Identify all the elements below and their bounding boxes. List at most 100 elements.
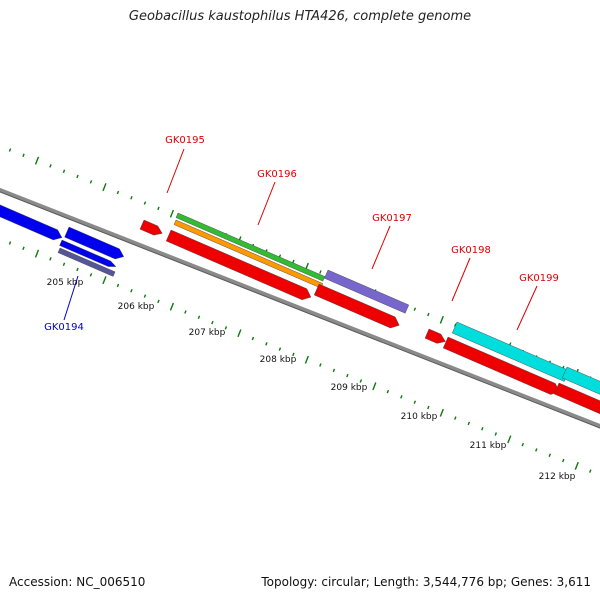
tick-mark-lower xyxy=(157,299,160,304)
tick-mark-lower xyxy=(184,310,187,314)
feature-green-gk0196-group xyxy=(175,212,326,282)
tick-mark-upper xyxy=(319,270,322,274)
feature-cyan-gk0199 xyxy=(451,321,570,382)
tick-mark-upper xyxy=(62,169,66,173)
tick-mark-lower xyxy=(8,241,12,245)
feature-green-gk0196 xyxy=(175,212,326,282)
tick-mark-upper xyxy=(143,201,147,205)
genome-title: Geobacillus kaustophilus HTA426, complet… xyxy=(128,9,472,24)
tick-mark-lower xyxy=(197,315,201,320)
gene-arrow-gk0196 xyxy=(165,229,312,301)
tick-mark-lower xyxy=(332,368,336,373)
feature-purple-gk0197 xyxy=(324,269,410,314)
tick-mark-lower xyxy=(372,382,377,391)
tick-mark-upper xyxy=(169,209,175,218)
tick-mark-upper xyxy=(292,259,295,264)
gene-arrow-blue-2 xyxy=(64,226,125,260)
leader-gk0194 xyxy=(63,275,79,321)
tick-mark-lower xyxy=(76,267,79,272)
gene-arrow-gk0198-group xyxy=(424,328,446,344)
tick-mark-lower xyxy=(34,249,40,258)
tick-mark-lower xyxy=(386,389,390,394)
tick-mark-lower xyxy=(535,448,538,452)
gene-label-gk0194[interactable]: GK0194 xyxy=(44,322,84,333)
tick-mark-lower xyxy=(116,283,120,288)
tick-mark-lower xyxy=(589,469,592,473)
kbp-label-211: 211 kbp xyxy=(470,441,507,451)
accession-text: Accession: NC_006510 xyxy=(9,575,146,589)
tick-mark-lower xyxy=(400,395,403,399)
tick-mark-lower xyxy=(49,257,52,261)
leader-gk0196 xyxy=(257,181,276,226)
gene-features xyxy=(0,203,600,416)
tick-mark-lower xyxy=(574,461,579,470)
gene-arrow-slate-group xyxy=(57,247,116,277)
leader-gk0198 xyxy=(451,257,471,302)
gene-arrow-gk0195-group xyxy=(139,219,163,236)
gene-arrow-blue-3-group xyxy=(59,239,117,267)
gene-arrow-gk0197 xyxy=(313,283,400,329)
backbone-shadow xyxy=(0,191,600,429)
genome-summary-text: Topology: circular; Length: 3,544,776 bp… xyxy=(261,575,591,589)
tick-mark-upper xyxy=(157,206,160,211)
tick-mark-lower xyxy=(169,302,175,311)
kbp-label-209: 209 kbp xyxy=(331,383,368,393)
tick-mark-upper xyxy=(8,148,12,152)
gene-arrow-gk0198 xyxy=(424,328,446,344)
tick-mark-lower xyxy=(278,347,282,351)
gene-arrow-blue-2-group xyxy=(64,226,125,260)
feature-cyan-next xyxy=(561,366,600,399)
tick-mark-lower xyxy=(89,273,93,277)
tick-mark-lower xyxy=(265,342,268,346)
kbp-label-205: 205 kbp xyxy=(47,278,84,288)
tick-mark-lower xyxy=(143,294,147,298)
tick-mark-lower xyxy=(130,289,133,293)
gene-label-gk0198[interactable]: GK0198 xyxy=(451,245,491,256)
gene-arrow-blue-1 xyxy=(0,203,63,241)
tick-mark-lower xyxy=(22,246,25,251)
tick-mark-upper xyxy=(89,180,93,184)
tick-mark-lower xyxy=(237,329,242,338)
tick-mark-lower xyxy=(304,355,309,364)
kbp-label-206: 206 kbp xyxy=(118,302,155,312)
gene-arrow-gk0197-group xyxy=(313,283,400,329)
tick-mark-upper xyxy=(454,323,457,327)
kbp-label-212: 212 kbp xyxy=(539,472,576,482)
tick-mark-lower xyxy=(562,458,565,463)
kbp-label-207: 207 kbp xyxy=(189,328,226,338)
tick-mark-lower xyxy=(292,352,295,357)
tick-mark-lower xyxy=(507,435,512,444)
tick-mark-upper xyxy=(76,174,79,179)
tick-mark-lower xyxy=(102,276,107,285)
tick-mark-upper xyxy=(34,156,40,165)
tick-mark-lower xyxy=(346,373,349,378)
feature-purple-gk0197-group xyxy=(324,269,410,314)
tick-mark-lower xyxy=(481,426,484,431)
gene-label-gk0199[interactable]: GK0199 xyxy=(519,273,559,284)
leader-gk0195 xyxy=(166,148,185,194)
tick-mark-lower xyxy=(319,363,322,367)
leader-gk0199 xyxy=(516,285,538,331)
gene-label-gk0197[interactable]: GK0197 xyxy=(372,213,412,224)
gene-arrow-gk0196-group xyxy=(165,229,312,301)
tick-mark-upper xyxy=(116,190,120,195)
feature-cyan-gk0199-group xyxy=(451,321,570,382)
tick-mark-upper xyxy=(439,315,444,324)
backbone-line xyxy=(0,187,600,429)
gene-arrow-slate xyxy=(57,247,116,277)
tick-mark-lower xyxy=(224,326,228,330)
tick-mark-lower xyxy=(494,432,498,436)
tick-mark-lower xyxy=(413,400,417,404)
tick-mark-lower xyxy=(62,262,66,266)
gene-label-gk0196[interactable]: GK0196 xyxy=(257,169,297,180)
tick-mark-upper xyxy=(130,196,133,200)
gene-label-gk0195[interactable]: GK0195 xyxy=(165,135,205,146)
tick-mark-lower xyxy=(548,453,552,457)
tick-mark-lower xyxy=(427,405,430,410)
gene-arrow-blue-1-group xyxy=(0,203,63,241)
tick-mark-upper xyxy=(427,312,430,317)
genome-backbone xyxy=(0,187,600,429)
gene-arrow-gk0195 xyxy=(139,219,163,236)
tick-mark-lower xyxy=(211,320,214,325)
